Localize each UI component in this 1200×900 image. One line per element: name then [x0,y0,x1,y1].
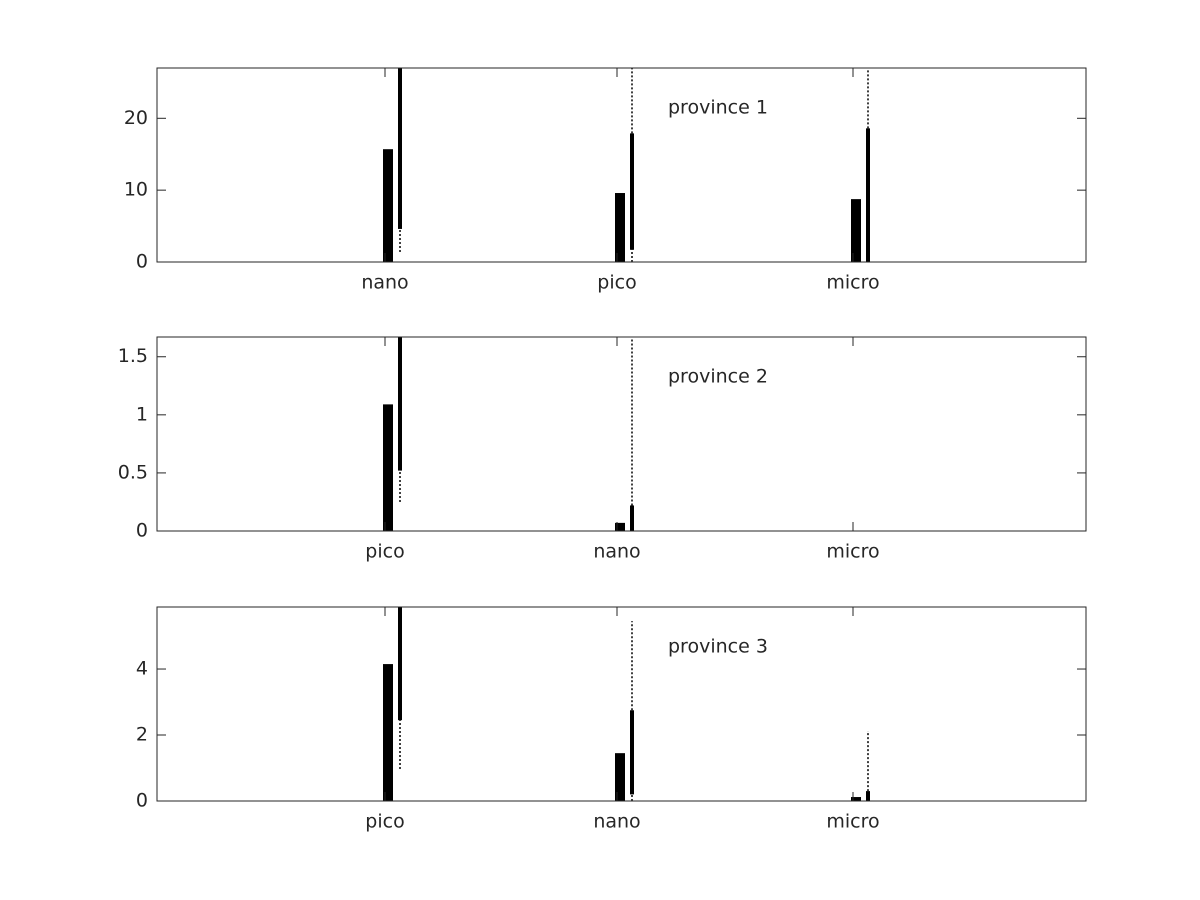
box [630,710,634,795]
bar [851,199,861,262]
axes-box [156,336,1087,532]
axes-box [156,606,1087,802]
x-tick-label: micro [826,272,879,294]
y-tick-label: 0 [136,790,148,812]
y-tick-label: 0.5 [118,461,148,483]
panel: 0 2 4 pico nano micro province 3 [136,606,1087,833]
y-tick-label: 1.5 [118,345,148,367]
x-tick-label: micro [826,541,879,563]
x-tick-label: nano [593,541,640,563]
box [398,68,402,229]
x-tick-label: pico [365,811,404,833]
box [630,505,634,531]
y-tick-label: 20 [124,107,148,129]
bar [383,404,393,531]
box [866,791,870,801]
box [398,607,402,721]
bar [615,193,625,262]
x-tick-label: pico [597,272,636,294]
x-tick-label: nano [361,272,408,294]
box [866,128,870,262]
y-tick-label: 0 [136,251,148,273]
y-tick-label: 10 [124,179,148,201]
y-tick-label: 4 [136,658,148,680]
y-tick-label: 1 [136,403,148,425]
x-tick-label: pico [365,541,404,563]
bar [615,522,625,531]
plot-area [383,607,870,801]
x-tick-label: nano [593,811,640,833]
annotation: province 2 [668,366,768,388]
panel: 0 10 20 nano pico micro province 1 [124,67,1087,294]
x-tick-label: micro [826,811,879,833]
plot-area [383,68,870,262]
annotation: province 1 [668,97,768,119]
bar [615,753,625,801]
panel: 0 0.5 1 1.5 pico nano micro province 2 [118,336,1087,563]
y-tick-label: 2 [136,724,148,746]
axes-box [156,67,1087,263]
annotation: province 3 [668,636,768,658]
bar [383,664,393,801]
bar [851,797,861,801]
y-tick-label: 0 [136,520,148,542]
box [398,337,402,471]
box [630,133,634,250]
bar [383,149,393,262]
plot-area [383,337,634,531]
